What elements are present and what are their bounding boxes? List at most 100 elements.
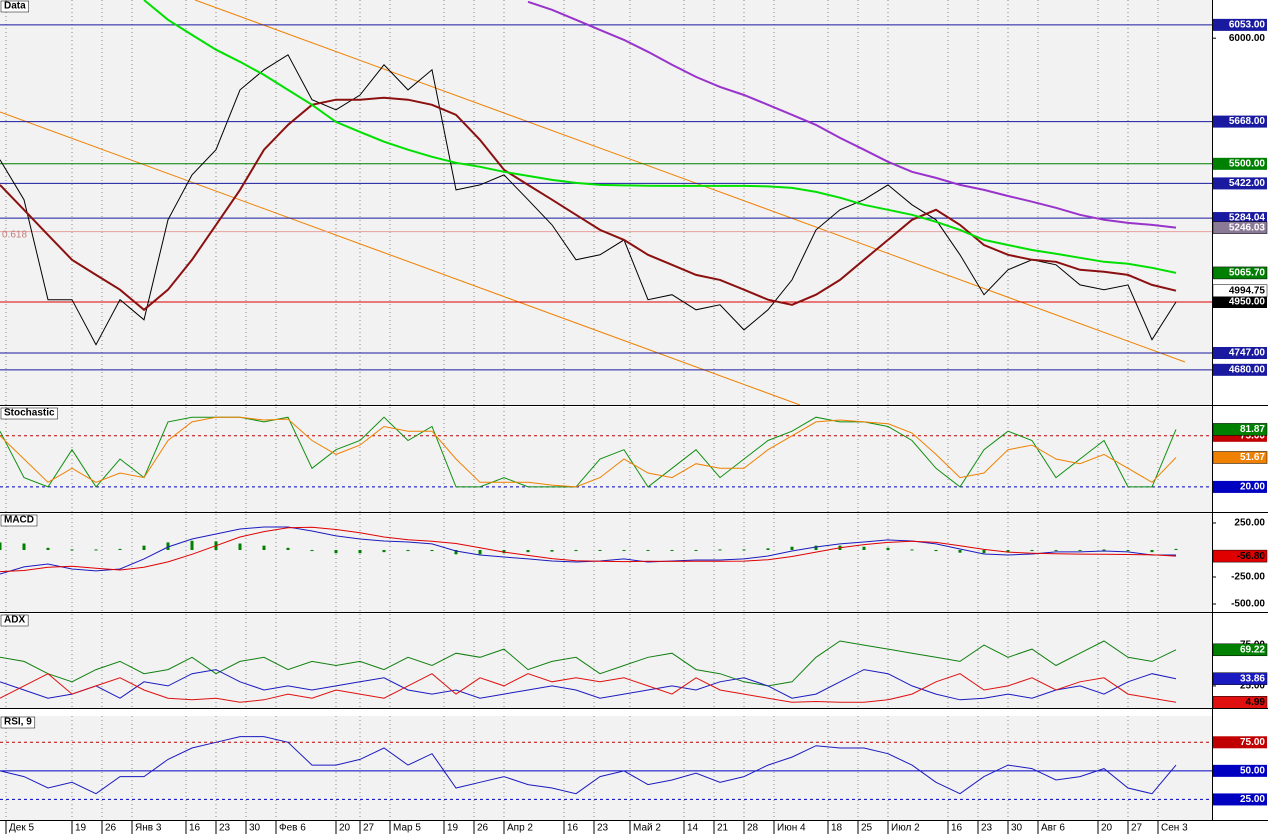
tick-label-bg [1213,764,1267,777]
level-label-bg [1213,363,1267,376]
histogram-bar [646,549,650,551]
level-label-bg [1213,177,1267,190]
x-tick-label: 16 [951,823,963,834]
panel-layer [0,0,1212,405]
x-tick-label: Июл 2 [891,823,920,834]
histogram-bar [46,547,50,550]
series-line [527,0,1177,229]
x-tick-label: 19 [75,823,87,834]
level-label-bg [1213,18,1267,31]
x-tick-label: 14 [687,823,699,834]
histogram-bar [406,549,410,552]
level-label: 4680.00 [1229,364,1266,375]
level-label: 5668.00 [1229,116,1266,127]
y-tick-label: 6000.00 [1229,33,1266,44]
histogram-bar [478,549,482,555]
x-tick-label: 23 [219,823,231,834]
panel-background [0,514,1212,612]
panel-background [0,716,1212,820]
histogram-bar [430,549,434,552]
histogram-bar [1150,549,1154,553]
tick-label-bg [1213,480,1267,493]
histogram-bar [70,549,74,551]
histogram-bar [1126,549,1130,552]
x-tick-label: Авг 6 [1041,823,1065,834]
series-line [0,96,1177,312]
x-tick-label: 23 [597,823,609,834]
panel-layer [0,514,1178,612]
histogram-bar [766,548,770,550]
histogram-bar [454,549,458,555]
end-label: 51.67 [1240,452,1265,463]
level-label: 5500.00 [1229,158,1266,169]
histogram-bar [262,545,266,550]
end-label: 33.86 [1240,673,1265,684]
fib-label: 0.618 [2,229,27,240]
x-tick-label: Июн 4 [777,823,806,834]
y-tick-label: 250.00 [1234,518,1265,529]
panel-title: Stochastic [4,408,55,419]
x-tick-label: 28 [747,823,759,834]
x-tick-label: Май 2 [633,823,661,834]
end-label: -56.80 [1237,551,1266,562]
histogram-bar [1006,549,1010,553]
y-tick-label: 75.00 [1240,737,1265,748]
histogram-bar [1174,548,1178,550]
histogram-bar [982,549,986,554]
x-tick-label: 20 [339,823,351,834]
histogram-bar [526,549,530,553]
end-label: 5246.03 [1229,222,1266,233]
histogram-bar [550,549,554,552]
histogram-bar [358,549,362,554]
panel-title: RSI, 9 [4,717,32,728]
x-tick-label: 27 [1131,823,1143,834]
histogram-bar [310,549,314,552]
histogram-bar [1030,549,1034,552]
series-line [0,736,1177,795]
level-label: 6053.00 [1229,20,1266,31]
histogram-bar [142,545,146,550]
histogram-bar [286,547,290,550]
x-axis-bg [0,821,1268,834]
y-tick-label: 75.00 [1240,430,1265,441]
histogram-bar [862,546,866,550]
x-tick-label: 16 [567,823,579,834]
level-label-bg [1213,115,1267,128]
histogram-bar [1054,549,1058,551]
end-label: 81.87 [1240,424,1265,435]
histogram-bar [934,549,938,552]
histogram-bar [238,543,242,550]
panel-title-bg [0,614,29,627]
panel-layer [0,614,1177,708]
histogram-bar [166,542,170,550]
histogram-bar [886,547,890,550]
level-label: 5284.04 [1229,213,1266,224]
histogram-bar [718,549,722,551]
histogram-bar [694,549,698,551]
x-tick-label: 26 [105,823,117,834]
histogram-bar [94,549,98,551]
x-tick-label: Янв 3 [135,823,162,834]
level-label: 4747.00 [1229,348,1266,359]
series-line [0,673,1177,703]
histogram-bar [622,549,626,551]
x-tick-label: 20 [1101,823,1113,834]
histogram-bar [958,549,962,553]
x-tick-label: 21 [717,823,729,834]
level-label-bg [1213,346,1267,359]
histogram-bar [22,543,26,550]
level-label: 5422.00 [1229,178,1266,189]
x-tick-label: 26 [477,823,489,834]
panel-title-bg [0,514,38,527]
series-line [0,416,1177,488]
histogram-bar [118,548,122,550]
y-tick-label: 25.00 [1240,794,1265,805]
histogram-bar [1102,549,1106,551]
end-label: 5065.70 [1229,268,1266,279]
panel-title-bg [0,0,29,13]
panel-layer [0,716,1212,820]
series-line [0,416,1177,488]
x-tick-label: Фев 6 [279,823,306,834]
tick-label-bg [1213,793,1267,806]
histogram-bar [790,546,794,550]
